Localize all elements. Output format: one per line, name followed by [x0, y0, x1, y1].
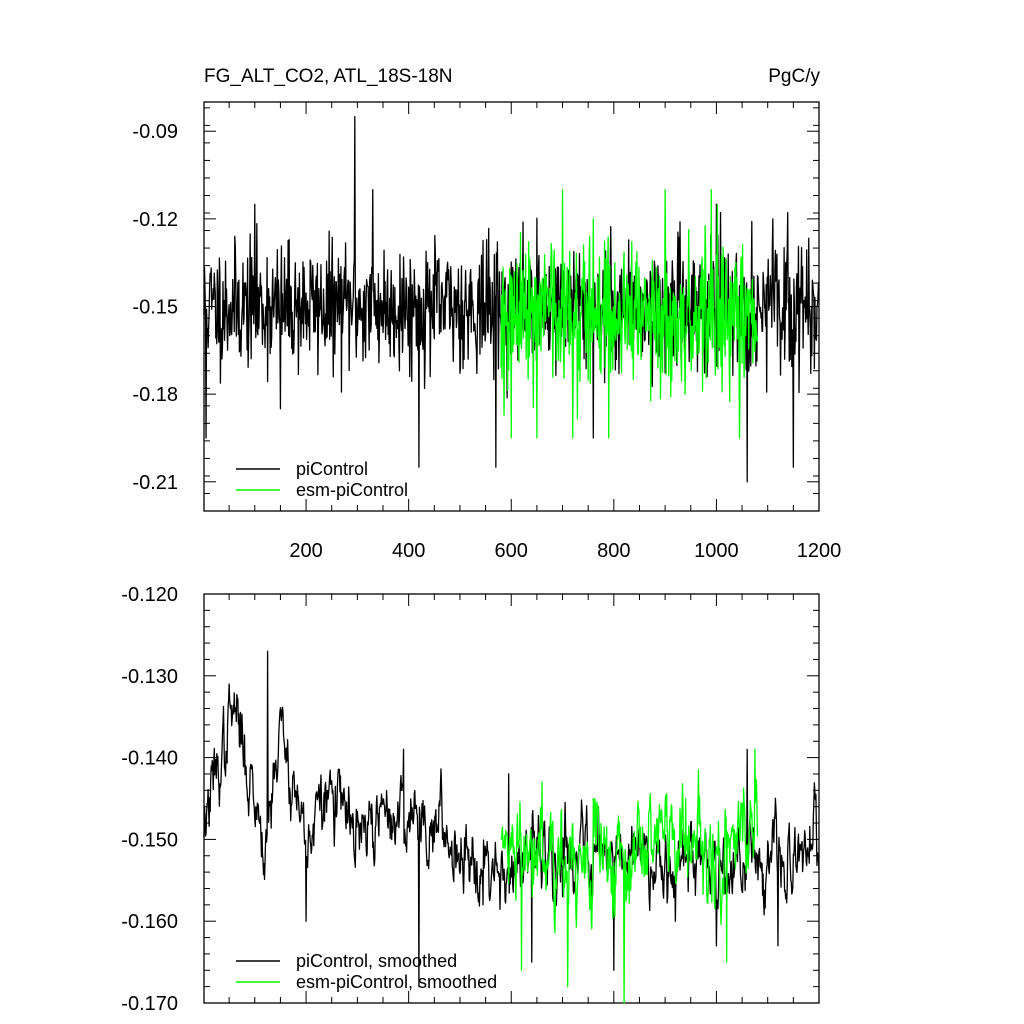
y-tick-label: -0.09 — [132, 121, 178, 143]
y-tick-label: -0.21 — [132, 472, 178, 494]
panel-top-ticks: 200 400 600 800 1000 1200 -0.09 -0.12 -0.15 -0.18… — [132, 102, 841, 562]
x-tick-label: 600 — [495, 540, 528, 562]
panel-bottom-ticks: -0.120 -0.130 -0.140 -0.150 -0.160 -0.170 — [121, 584, 820, 1015]
x-tick-label: 800 — [597, 540, 630, 562]
series-line-esm-picontrol-smoothed — [500, 748, 759, 1004]
y-tick-label: -0.12 — [132, 209, 178, 231]
x-tick-label: 1000 — [694, 540, 739, 562]
y-tick-label: -0.160 — [121, 911, 178, 933]
x-tick-label: 400 — [392, 540, 425, 562]
series-line-picontrol-smoothed — [203, 650, 820, 988]
panel-top: FG_ALT_CO2, ATL_18S-18N PgC/y 200 400 600 8… — [132, 66, 841, 562]
panel-top-plot-area — [203, 115, 820, 483]
y-tick-label: -0.120 — [121, 584, 178, 606]
x-tick-label: 200 — [289, 540, 322, 562]
y-tick-label: -0.15 — [132, 297, 178, 319]
series-line-esm-picontrol — [500, 188, 759, 439]
legend-label-esm-picontrol-smoothed: esm-piControl, smoothed — [296, 972, 497, 992]
panel-bottom: -0.120 -0.130 -0.140 -0.150 -0.160 -0.170 piC… — [121, 584, 820, 1015]
legend-label-picontrol-smoothed: piControl, smoothed — [296, 951, 457, 971]
x-tick-label: 1200 — [797, 540, 842, 562]
panel-top-legend: piControl esm-piControl — [236, 459, 408, 500]
y-tick-label: -0.130 — [121, 666, 178, 688]
y-tick-label: -0.140 — [121, 748, 178, 770]
panel-top-title: FG_ALT_CO2, ATL_18S-18N — [204, 66, 453, 87]
y-tick-label: -0.170 — [121, 993, 178, 1015]
panel-bottom-legend: piControl, smoothed esm-piControl, smoot… — [236, 951, 497, 992]
y-tick-label: -0.18 — [132, 384, 178, 406]
panel-top-units: PgC/y — [768, 66, 820, 87]
legend-label-esm-picontrol: esm-piControl — [296, 480, 408, 500]
y-tick-label: -0.150 — [121, 829, 178, 851]
legend-label-picontrol: piControl — [296, 459, 368, 479]
panel-bottom-plot-area — [203, 650, 820, 1004]
